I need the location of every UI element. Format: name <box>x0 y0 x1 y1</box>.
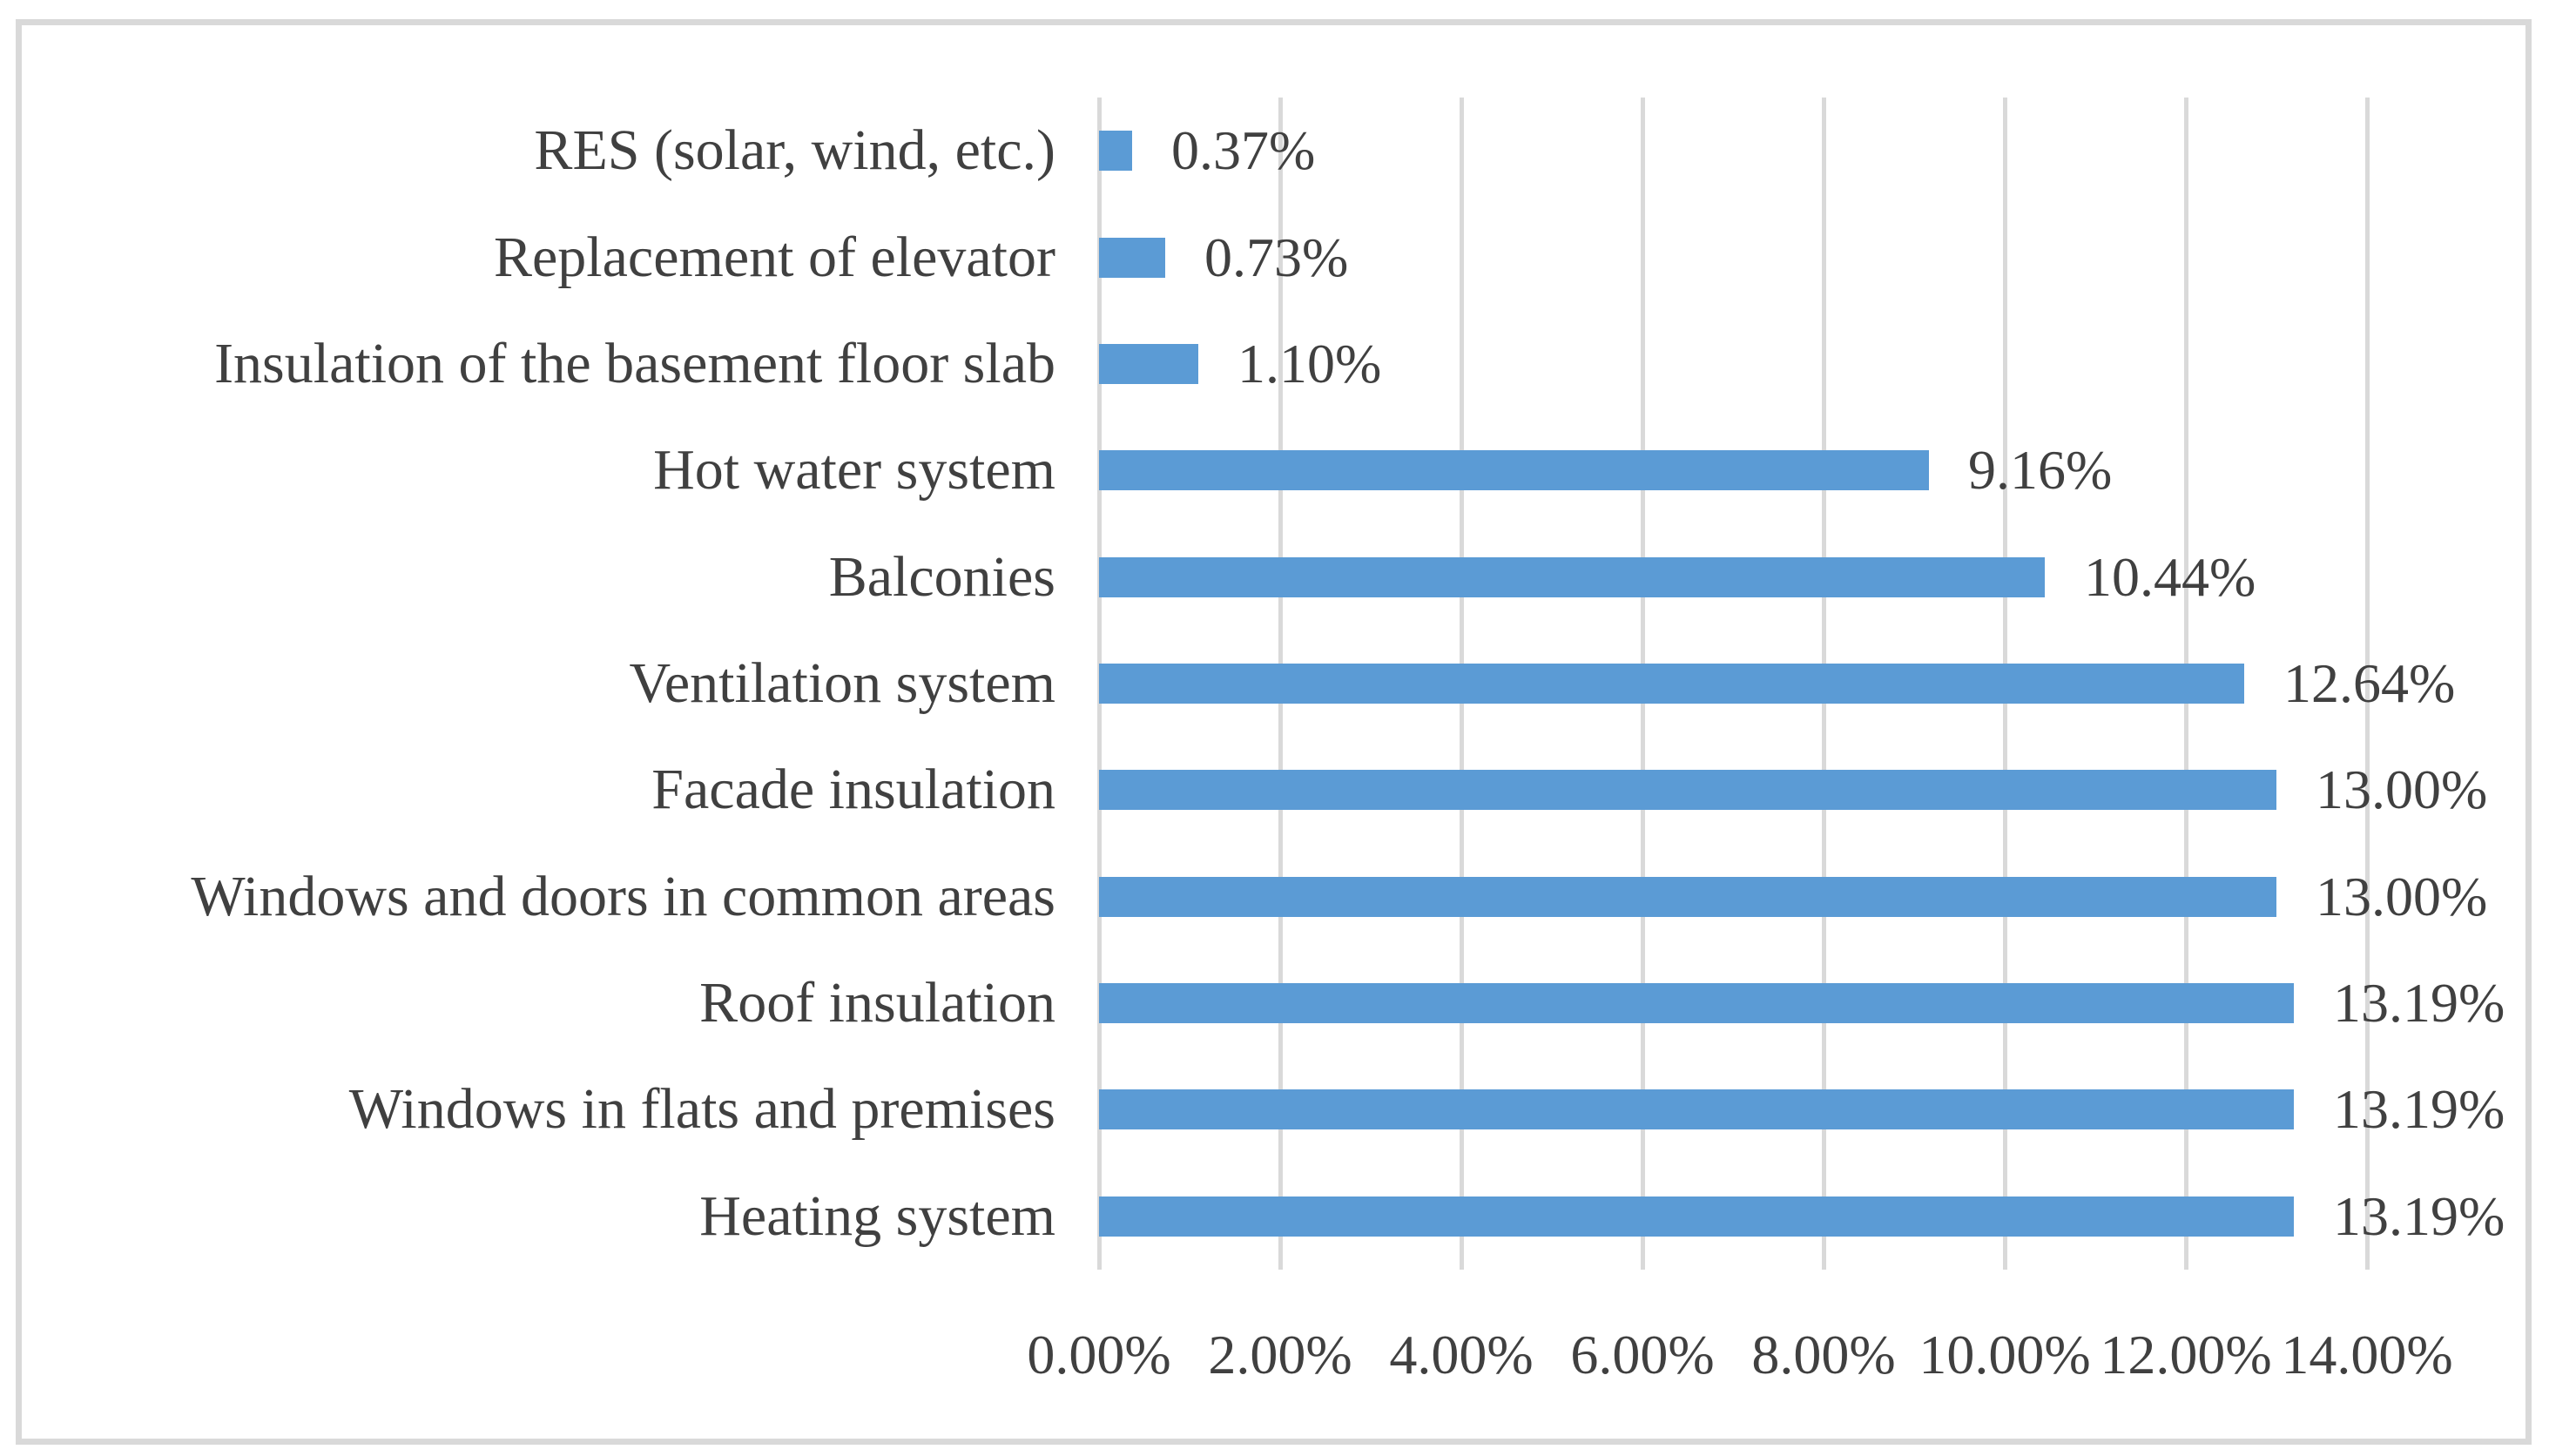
bar <box>1099 770 2276 811</box>
bar <box>1099 131 1132 172</box>
value-label: 13.19% <box>2333 1184 2505 1247</box>
x-tick-label: 6.00% <box>1570 1324 1715 1385</box>
value-label: 0.37% <box>1171 119 1316 182</box>
bar <box>1099 983 2294 1024</box>
bar <box>1099 876 2276 917</box>
category-label: Balconies <box>828 544 1055 609</box>
x-tick-label: 4.00% <box>1389 1324 1534 1385</box>
bar <box>1099 556 2045 597</box>
x-tick-label: 0.00% <box>1027 1324 1171 1385</box>
gridline <box>2365 98 2370 1270</box>
category-label: Windows and doors in common areas <box>191 864 1055 928</box>
value-label: 10.44% <box>2084 545 2256 608</box>
value-label: 0.73% <box>1204 226 1349 288</box>
category-label: Ventilation system <box>629 651 1055 715</box>
category-label: Facade insulation <box>651 758 1055 822</box>
category-label: Heating system <box>699 1183 1055 1248</box>
value-label: 12.64% <box>2283 652 2456 714</box>
value-label: 13.00% <box>2316 865 2488 927</box>
category-label: RES (solar, wind, etc.) <box>534 118 1055 183</box>
bar <box>1099 450 1929 491</box>
category-label: Windows in flats and premises <box>348 1077 1055 1142</box>
value-label: 1.10% <box>1237 332 1382 394</box>
x-tick-label: 14.00% <box>2281 1324 2453 1385</box>
x-tick-label: 10.00% <box>1918 1324 2091 1385</box>
category-label: Roof insulation <box>699 971 1055 1035</box>
value-label: 13.00% <box>2316 758 2488 821</box>
value-label: 13.19% <box>2333 1078 2505 1141</box>
category-label: Insulation of the basement floor slab <box>214 331 1055 395</box>
category-label: Replacement of elevator <box>493 225 1055 289</box>
bar <box>1099 664 2244 704</box>
value-label: 13.19% <box>2333 972 2505 1035</box>
x-tick-label: 12.00% <box>2100 1324 2272 1385</box>
x-tick-label: 2.00% <box>1208 1324 1352 1385</box>
x-tick-label: 8.00% <box>1751 1324 1896 1385</box>
value-label: 9.16% <box>1968 439 2113 502</box>
bar <box>1099 1089 2294 1130</box>
bar <box>1099 343 1198 384</box>
bar <box>1099 237 1165 278</box>
bar <box>1099 1196 2294 1237</box>
category-label: Hot water system <box>653 438 1055 502</box>
